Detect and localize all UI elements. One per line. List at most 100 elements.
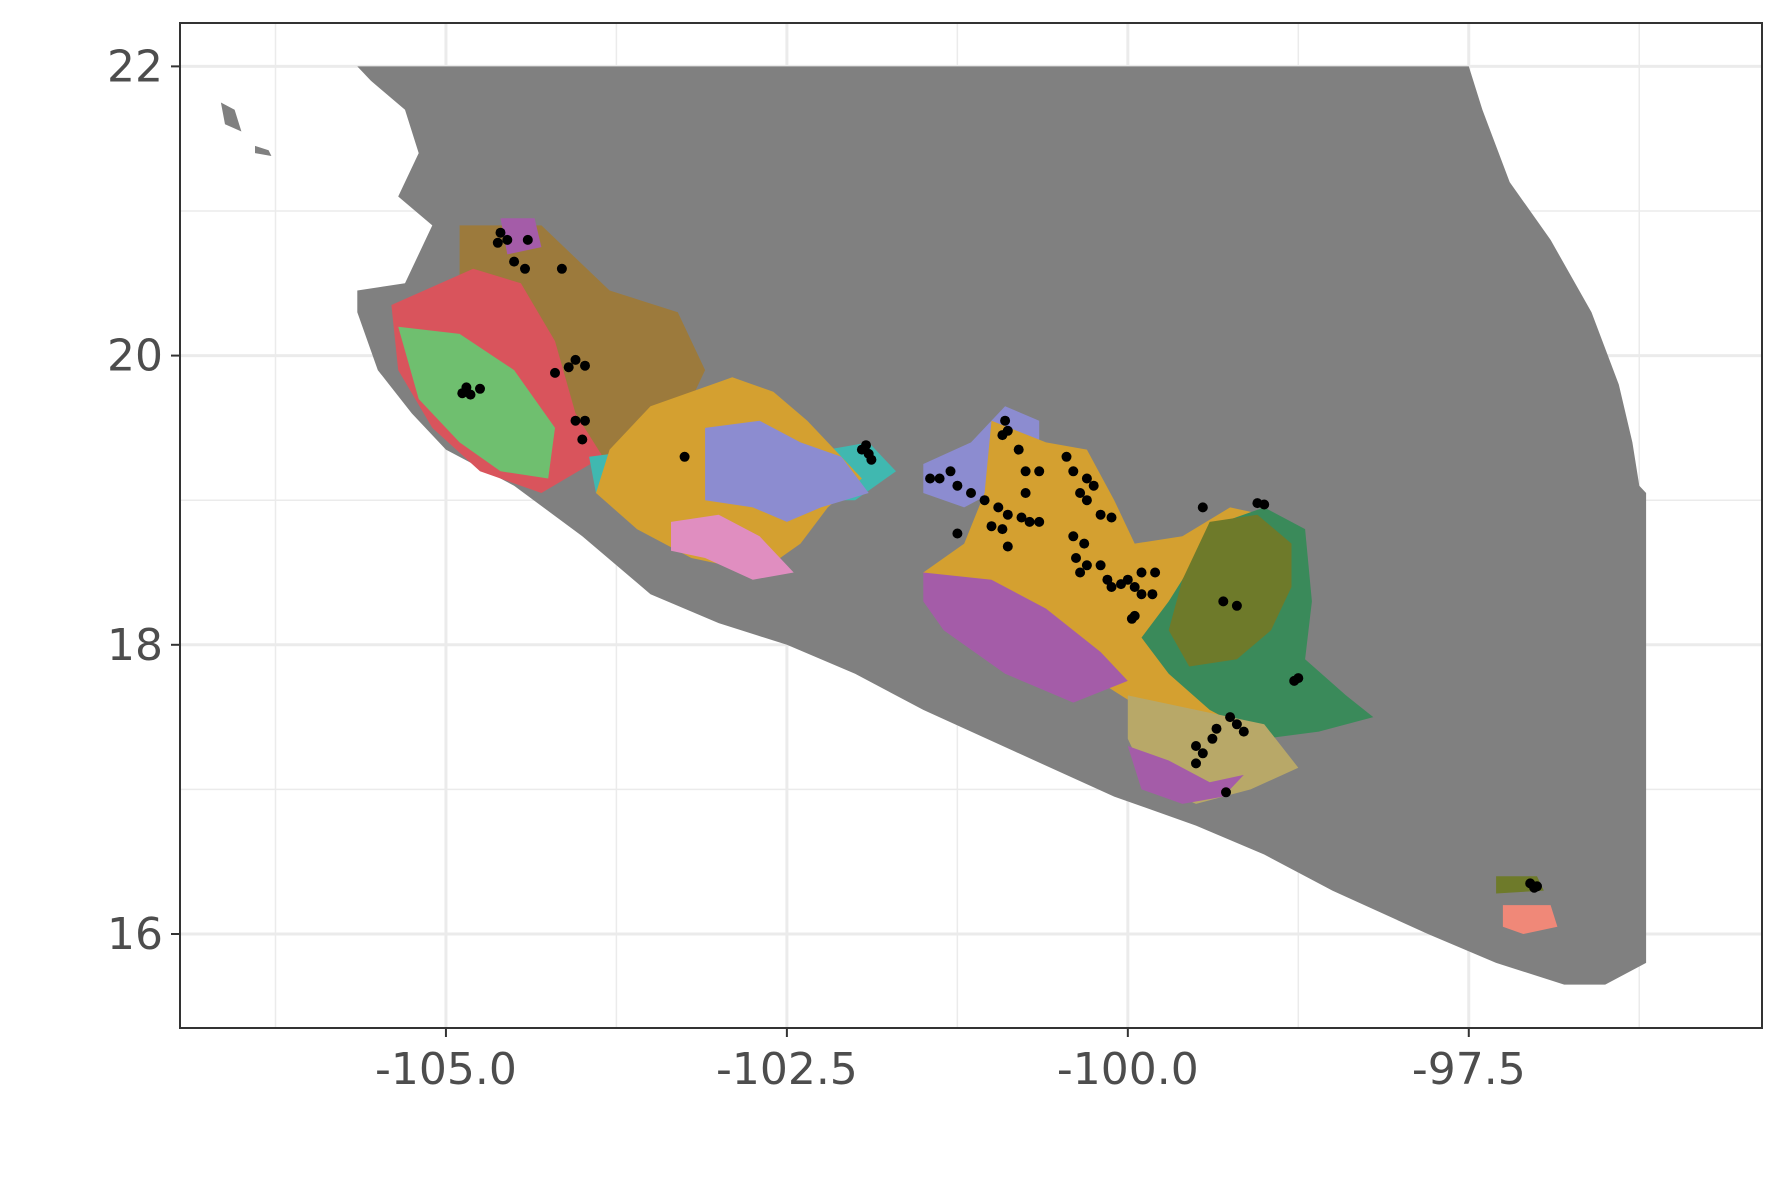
occurrence-point-81 bbox=[1191, 741, 1201, 751]
occurrence-point-37 bbox=[1002, 509, 1013, 520]
occurrence-point-21 bbox=[866, 454, 877, 465]
occurrence-point-10 bbox=[563, 362, 574, 373]
region-7 bbox=[671, 514, 794, 580]
occurrence-point-11 bbox=[570, 415, 581, 426]
occurrence-point-76 bbox=[1289, 675, 1300, 686]
occurrence-point-88 bbox=[1532, 881, 1542, 892]
occurrence-point-78 bbox=[1231, 719, 1242, 730]
x-tick-label-0: -105.0 bbox=[375, 1044, 517, 1095]
occurrence-point-67 bbox=[1147, 589, 1158, 600]
occurrence-point-83 bbox=[1191, 758, 1201, 769]
occurrence-point-15 bbox=[475, 383, 485, 394]
occurrence-point-47 bbox=[1081, 473, 1092, 484]
occurrence-point-26 bbox=[952, 480, 963, 491]
occurrence-point-29 bbox=[1000, 415, 1011, 426]
x-tick-label-2: -100.0 bbox=[1057, 1044, 1199, 1095]
y-tick-label-3: 22 bbox=[107, 41, 163, 92]
occurrence-point-56 bbox=[1081, 560, 1092, 571]
occurrence-point-57 bbox=[1095, 560, 1106, 571]
occurrence-point-77 bbox=[1225, 712, 1236, 723]
occurrence-point-0 bbox=[495, 227, 506, 238]
occurrence-point-46 bbox=[1068, 466, 1079, 477]
occurrence-point-4 bbox=[509, 256, 520, 267]
occurrence-point-5 bbox=[520, 263, 530, 274]
occurrence-point-28 bbox=[979, 495, 990, 506]
occurrence-point-44 bbox=[1002, 541, 1013, 552]
occurrence-point-60 bbox=[1106, 582, 1117, 592]
occurrence-point-39 bbox=[1024, 516, 1035, 527]
occurrence-point-63 bbox=[1129, 582, 1140, 592]
region-10 bbox=[923, 572, 1128, 703]
occurrence-point-38 bbox=[1016, 512, 1027, 523]
occurrence-point-24 bbox=[934, 473, 945, 484]
occurrence-point-35 bbox=[1020, 488, 1031, 498]
occurrence-point-66 bbox=[1136, 589, 1147, 600]
occurrence-point-2 bbox=[492, 237, 503, 248]
y-tick-label-0: 16 bbox=[107, 909, 163, 960]
occurrence-point-1 bbox=[502, 234, 513, 245]
occurrence-point-80 bbox=[1207, 733, 1218, 744]
occurrence-point-36 bbox=[993, 502, 1004, 513]
occurrence-point-48 bbox=[1088, 480, 1099, 491]
occurrence-point-9 bbox=[550, 367, 560, 378]
y-tick-label-2: 20 bbox=[107, 331, 163, 382]
occurrence-point-52 bbox=[1106, 512, 1117, 523]
occurrence-point-8 bbox=[580, 360, 590, 371]
occurrence-point-25 bbox=[945, 466, 956, 477]
occurrence-point-3 bbox=[522, 234, 533, 245]
region-3 bbox=[500, 218, 542, 255]
occurrence-point-54 bbox=[1079, 538, 1090, 549]
occurrence-point-50 bbox=[1081, 495, 1092, 506]
occurrence-point-62 bbox=[1122, 574, 1133, 585]
region-12 bbox=[1168, 514, 1292, 667]
occurrence-point-51 bbox=[1095, 509, 1106, 520]
x-tick-label-3: -97.5 bbox=[1412, 1044, 1526, 1095]
occurrence-point-18 bbox=[679, 451, 690, 462]
occurrence-point-84 bbox=[1238, 726, 1249, 737]
region-2 bbox=[398, 326, 555, 479]
occurrence-point-69 bbox=[1126, 613, 1137, 624]
x-tick-label-1: -102.5 bbox=[716, 1044, 858, 1095]
occurrence-point-65 bbox=[1150, 567, 1161, 578]
occurrence-point-74 bbox=[1231, 600, 1242, 611]
occurrence-point-27 bbox=[966, 488, 976, 498]
region-16 bbox=[1502, 905, 1558, 934]
occurrence-point-41 bbox=[997, 524, 1008, 535]
occurrence-point-43 bbox=[952, 528, 963, 539]
occurrence-point-42 bbox=[1034, 516, 1045, 527]
occurrence-point-31 bbox=[997, 430, 1008, 441]
island-1 bbox=[255, 145, 272, 156]
axis-tick-labels: -105.0 -102.5 -100.0 -97.5 16 18 20 22 bbox=[107, 41, 1526, 1095]
occurrence-point-33 bbox=[1020, 466, 1031, 477]
occurrence-point-53 bbox=[1068, 531, 1079, 542]
occurrence-point-73 bbox=[1218, 596, 1229, 607]
occurrence-point-85 bbox=[1221, 787, 1231, 798]
occurrence-point-72 bbox=[1259, 499, 1270, 510]
occurrence-point-23 bbox=[925, 473, 936, 484]
island-0 bbox=[220, 102, 242, 132]
occurrence-point-17 bbox=[457, 388, 468, 399]
occurrence-point-58 bbox=[1075, 567, 1086, 578]
occurrence-point-59 bbox=[1102, 574, 1113, 585]
point-layer bbox=[457, 227, 1542, 893]
y-tick-label-1: 18 bbox=[107, 620, 163, 671]
occurrence-point-55 bbox=[1071, 553, 1081, 563]
occurrence-point-49 bbox=[1075, 488, 1086, 498]
region-14 bbox=[1127, 746, 1244, 804]
occurrence-point-12 bbox=[580, 415, 590, 426]
axis-ticks bbox=[171, 65, 1470, 1037]
occurrence-point-16 bbox=[465, 389, 476, 400]
occurrence-point-64 bbox=[1136, 567, 1147, 578]
occurrence-point-45 bbox=[1061, 451, 1072, 462]
occurrence-point-22 bbox=[861, 440, 871, 451]
occurrence-point-70 bbox=[1197, 502, 1208, 513]
occurrence-point-79 bbox=[1211, 723, 1222, 734]
occurrence-point-82 bbox=[1197, 748, 1208, 759]
occurrence-point-32 bbox=[1013, 444, 1024, 455]
region-6 bbox=[705, 420, 869, 522]
occurrence-point-6 bbox=[556, 263, 567, 274]
occurrence-point-7 bbox=[570, 354, 581, 365]
occurrence-point-13 bbox=[577, 434, 588, 445]
occurrence-point-40 bbox=[986, 521, 997, 532]
